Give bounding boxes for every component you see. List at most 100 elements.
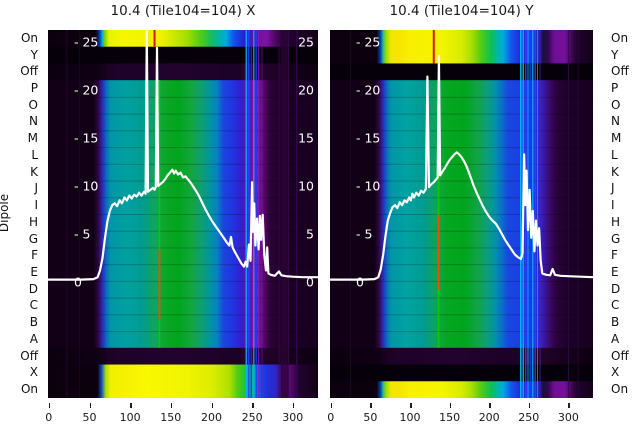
- row-separator: [48, 247, 318, 249]
- heatmap-panel-x: - 25 - 20 - 15 - 10 - 5 0 25 20 15 10 5 0: [48, 30, 318, 398]
- row-label-left-d-15: D: [28, 281, 38, 296]
- row-separator: [330, 214, 593, 215]
- xtick-mark-x-200: [211, 403, 213, 408]
- row-separator: [330, 314, 593, 316]
- xtick-mark-x-0: [48, 403, 51, 408]
- rfi-stripe: [567, 30, 570, 398]
- row-separator: [48, 180, 318, 182]
- row-label-right-c-16: C: [611, 298, 620, 313]
- row-label-left-l-7: L: [31, 147, 38, 162]
- xtick-label-x-0: 0: [45, 411, 53, 424]
- row-label-right-b-17: B: [611, 315, 620, 330]
- xtick-label-y-300: 300: [557, 411, 579, 424]
- heatmap-row-c-16: [48, 297, 318, 315]
- xtick-label-y-50: 50: [363, 411, 378, 424]
- heatmap-row-j-9: [48, 180, 318, 198]
- xtick-mark-y-300: [568, 403, 570, 408]
- inner-ytick-label: - 10: [74, 179, 98, 194]
- heatmap-row-y-1: [48, 46, 318, 64]
- heatmap-row-n-5: [330, 113, 593, 131]
- rfi-stripe: [278, 30, 280, 398]
- xtick-label-x-50: 50: [82, 411, 97, 424]
- panel-title-y: 10.4 (Tile104=104) Y: [389, 3, 534, 19]
- inner-ytick-label: - 15: [74, 131, 98, 146]
- row-label-left-off-2: Off: [20, 64, 38, 79]
- heatmap-row-on-21: [330, 381, 593, 398]
- row-label-left-x-20: X: [29, 365, 38, 380]
- row-label-right-g-12: G: [611, 231, 621, 246]
- rfi-stripe: [524, 30, 527, 398]
- row-separator: [330, 96, 593, 98]
- rfi-stripe: [288, 30, 290, 398]
- rfi-stripe: [79, 30, 81, 398]
- right-edge-ytick-label: 5: [306, 227, 314, 242]
- xtick-label-x-300: 300: [282, 411, 304, 424]
- rfi-stripe: [520, 30, 522, 398]
- heatmap-row-y-1: [330, 46, 593, 64]
- inner-ytick-label: - 5: [356, 227, 372, 242]
- row-label-left-h-11: H: [28, 214, 38, 229]
- row-label-right-on-0: On: [611, 30, 629, 45]
- row-label-left-e-14: E: [30, 264, 38, 279]
- row-separator: [48, 96, 318, 98]
- heatmap-row-c-16: [330, 297, 593, 315]
- heatmap-row-a-18: [48, 331, 318, 349]
- row-separator: [48, 163, 318, 165]
- xtick-label-x-200: 200: [201, 411, 222, 424]
- row-label-left-n-5: N: [29, 114, 38, 129]
- rfi-stripe: [245, 30, 248, 398]
- heatmap-row-p-3: [48, 80, 318, 98]
- spectrum-line: [330, 55, 593, 281]
- xtick-label-x-250: 250: [241, 411, 263, 424]
- inner-ytick-label: - 20: [74, 83, 98, 98]
- xtick-label-y-250: 250: [518, 411, 540, 424]
- row-label-left-y-1: Y: [30, 47, 38, 62]
- row-label-right-x-20: X: [611, 365, 620, 380]
- rfi-stripe: [66, 30, 68, 398]
- row-label-left-o-4: O: [28, 97, 38, 112]
- inner-ytick-label: - 5: [74, 227, 90, 242]
- row-separator: [330, 331, 593, 333]
- row-label-right-f-13: F: [611, 248, 618, 263]
- heatmap-row-o-4: [330, 96, 593, 115]
- row-label-left-b-17: B: [29, 315, 38, 330]
- heatmap-row-g-12: [330, 230, 593, 248]
- inner-ytick-label: 0: [74, 275, 82, 290]
- row-label-right-e-14: E: [611, 264, 619, 279]
- xtick-mark-x-100: [130, 403, 132, 408]
- row-label-right-on-21: On: [611, 382, 629, 397]
- row-label-right-j-9: J: [611, 181, 615, 196]
- red-top-tick: [153, 30, 156, 47]
- heatmap-panel-y: - 25 - 20 - 15 - 10 - 5 0: [330, 30, 593, 398]
- row-label-right-p-3: P: [611, 80, 619, 95]
- green-marker-line: [437, 80, 440, 348]
- row-separator: [48, 230, 318, 232]
- row-separator: [330, 147, 593, 149]
- xtick-mark-y-100: [410, 403, 412, 408]
- row-label-right-l-7: L: [611, 147, 618, 162]
- rfi-stripe: [280, 30, 289, 398]
- inner-ytick-label: - 25: [74, 35, 98, 50]
- rfi-stripe: [350, 30, 352, 398]
- row-separator: [48, 197, 318, 199]
- row-label-left-on-21: On: [20, 382, 38, 397]
- rfi-stripe: [539, 30, 541, 398]
- heatmap-row-d-15: [48, 280, 318, 299]
- row-label-left-j-9: J: [34, 181, 38, 196]
- heatmap-row-off-19: [48, 347, 318, 366]
- heatmap-row-on-0: [330, 30, 593, 48]
- heatmap-row-p-3: [330, 80, 593, 98]
- heatmap-row-d-15: [330, 280, 593, 299]
- row-label-right-i-10: I: [611, 198, 615, 213]
- xtick-mark-x-250: [252, 403, 254, 408]
- row-label-right-y-1: Y: [611, 47, 619, 62]
- row-label-right-off-2: Off: [611, 64, 629, 79]
- heatmap-row-on-21: [48, 381, 318, 398]
- xtick-label-x-100: 100: [119, 411, 141, 424]
- xtick-label-y-150: 150: [439, 411, 461, 424]
- right-edge-ytick-label: 20: [298, 83, 314, 98]
- heatmap-row-m-6: [48, 130, 318, 148]
- xtick-mark-y-250: [528, 403, 531, 408]
- red-top-tick: [432, 30, 435, 64]
